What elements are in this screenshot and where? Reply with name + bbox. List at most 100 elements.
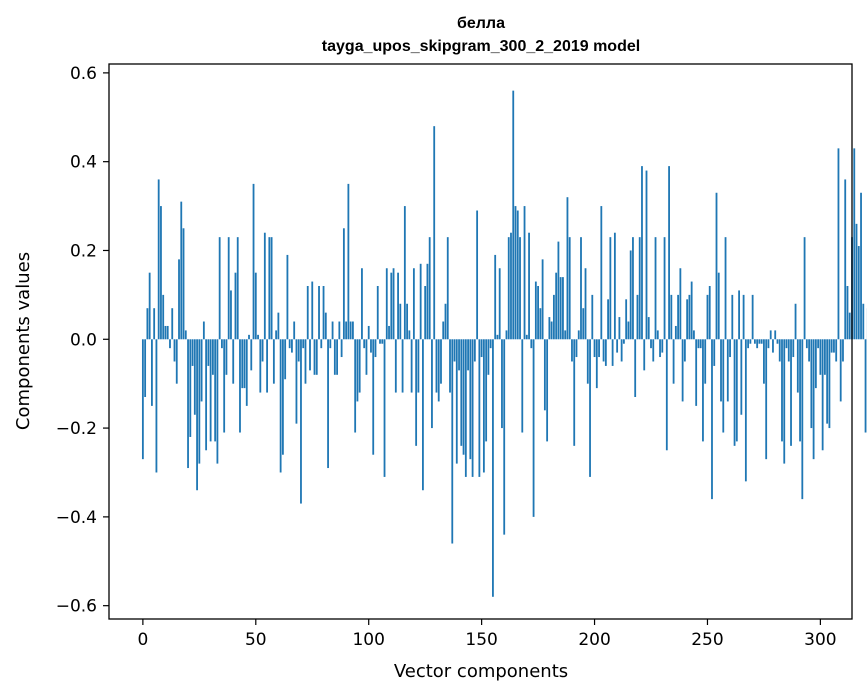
bar: [151, 339, 153, 406]
bar: [686, 299, 689, 340]
x-tick-label: 50: [245, 630, 267, 650]
bar: [422, 339, 424, 491]
bar: [501, 339, 503, 429]
x-tick-label: 0: [137, 630, 148, 650]
bar: [198, 339, 201, 464]
bar: [516, 210, 519, 340]
bar: [702, 339, 704, 442]
bar: [550, 321, 553, 340]
bar: [221, 339, 223, 349]
x-tick-label: 100: [352, 630, 384, 650]
bar: [175, 339, 178, 384]
bar: [297, 339, 300, 362]
bar: [738, 290, 740, 340]
bar: [860, 192, 862, 340]
bar: [476, 210, 479, 340]
bar: [830, 339, 833, 353]
bar: [162, 294, 165, 340]
bar: [304, 339, 307, 384]
bar: [790, 339, 792, 446]
bar: [751, 294, 754, 340]
bar: [252, 183, 255, 340]
bar: [300, 339, 302, 504]
bar: [864, 339, 867, 433]
bar: [166, 325, 169, 340]
bar: [173, 339, 176, 362]
bar: [144, 339, 147, 397]
bar-series: [141, 90, 867, 597]
bar: [857, 246, 860, 340]
bar: [733, 339, 736, 446]
bar: [467, 339, 469, 371]
bar: [672, 339, 675, 384]
bar: [604, 339, 607, 366]
bar: [218, 237, 221, 340]
bar: [365, 339, 368, 375]
bar: [424, 286, 427, 340]
bar: [241, 339, 244, 389]
bar: [385, 268, 388, 340]
bar: [846, 286, 849, 340]
bar: [512, 90, 515, 340]
bar: [394, 339, 397, 393]
bar: [589, 339, 591, 477]
bar: [726, 339, 729, 402]
bar: [200, 339, 203, 402]
bar: [756, 339, 759, 349]
bar: [315, 339, 318, 375]
bar: [837, 148, 840, 340]
bar: [232, 339, 235, 384]
bar: [543, 339, 546, 411]
bar: [523, 206, 526, 340]
bar: [464, 339, 467, 477]
bar: [835, 339, 838, 362]
bar: [451, 339, 454, 544]
bar: [211, 339, 214, 375]
bar: [693, 330, 695, 340]
bar: [690, 281, 693, 340]
y-axis-label: Components values: [13, 252, 34, 430]
bar: [458, 339, 460, 371]
bar: [774, 330, 777, 340]
bar: [187, 339, 189, 469]
bar: [668, 166, 670, 340]
y-tick-label: −0.4: [56, 508, 97, 528]
bar: [853, 148, 856, 340]
bar: [688, 294, 691, 340]
bar: [683, 339, 686, 362]
bar: [805, 339, 808, 349]
bar: [663, 237, 666, 340]
bar: [697, 339, 700, 349]
bar: [487, 339, 490, 375]
bar: [566, 197, 569, 340]
bar: [661, 339, 664, 353]
bar: [828, 339, 831, 429]
bar: [720, 339, 722, 402]
bar: [313, 339, 316, 375]
bar: [704, 339, 707, 384]
bar: [530, 339, 533, 349]
bar: [862, 303, 865, 340]
bar: [731, 294, 734, 340]
bar: [489, 339, 492, 349]
bar: [205, 339, 208, 451]
bar: [634, 339, 637, 397]
bar: [562, 277, 564, 340]
bar: [227, 237, 230, 340]
bar: [270, 237, 273, 340]
bar: [184, 330, 187, 340]
bar: [279, 339, 282, 473]
bar: [812, 339, 815, 460]
bar: [810, 339, 813, 429]
bar: [632, 237, 634, 340]
bar: [171, 308, 174, 340]
bar: [539, 308, 542, 340]
bar: [178, 259, 180, 340]
bar: [778, 339, 781, 362]
bar: [412, 268, 415, 340]
bar: [627, 321, 630, 340]
bar: [410, 339, 413, 393]
bar: [758, 339, 761, 344]
bar: [381, 339, 384, 344]
bar: [643, 339, 646, 371]
